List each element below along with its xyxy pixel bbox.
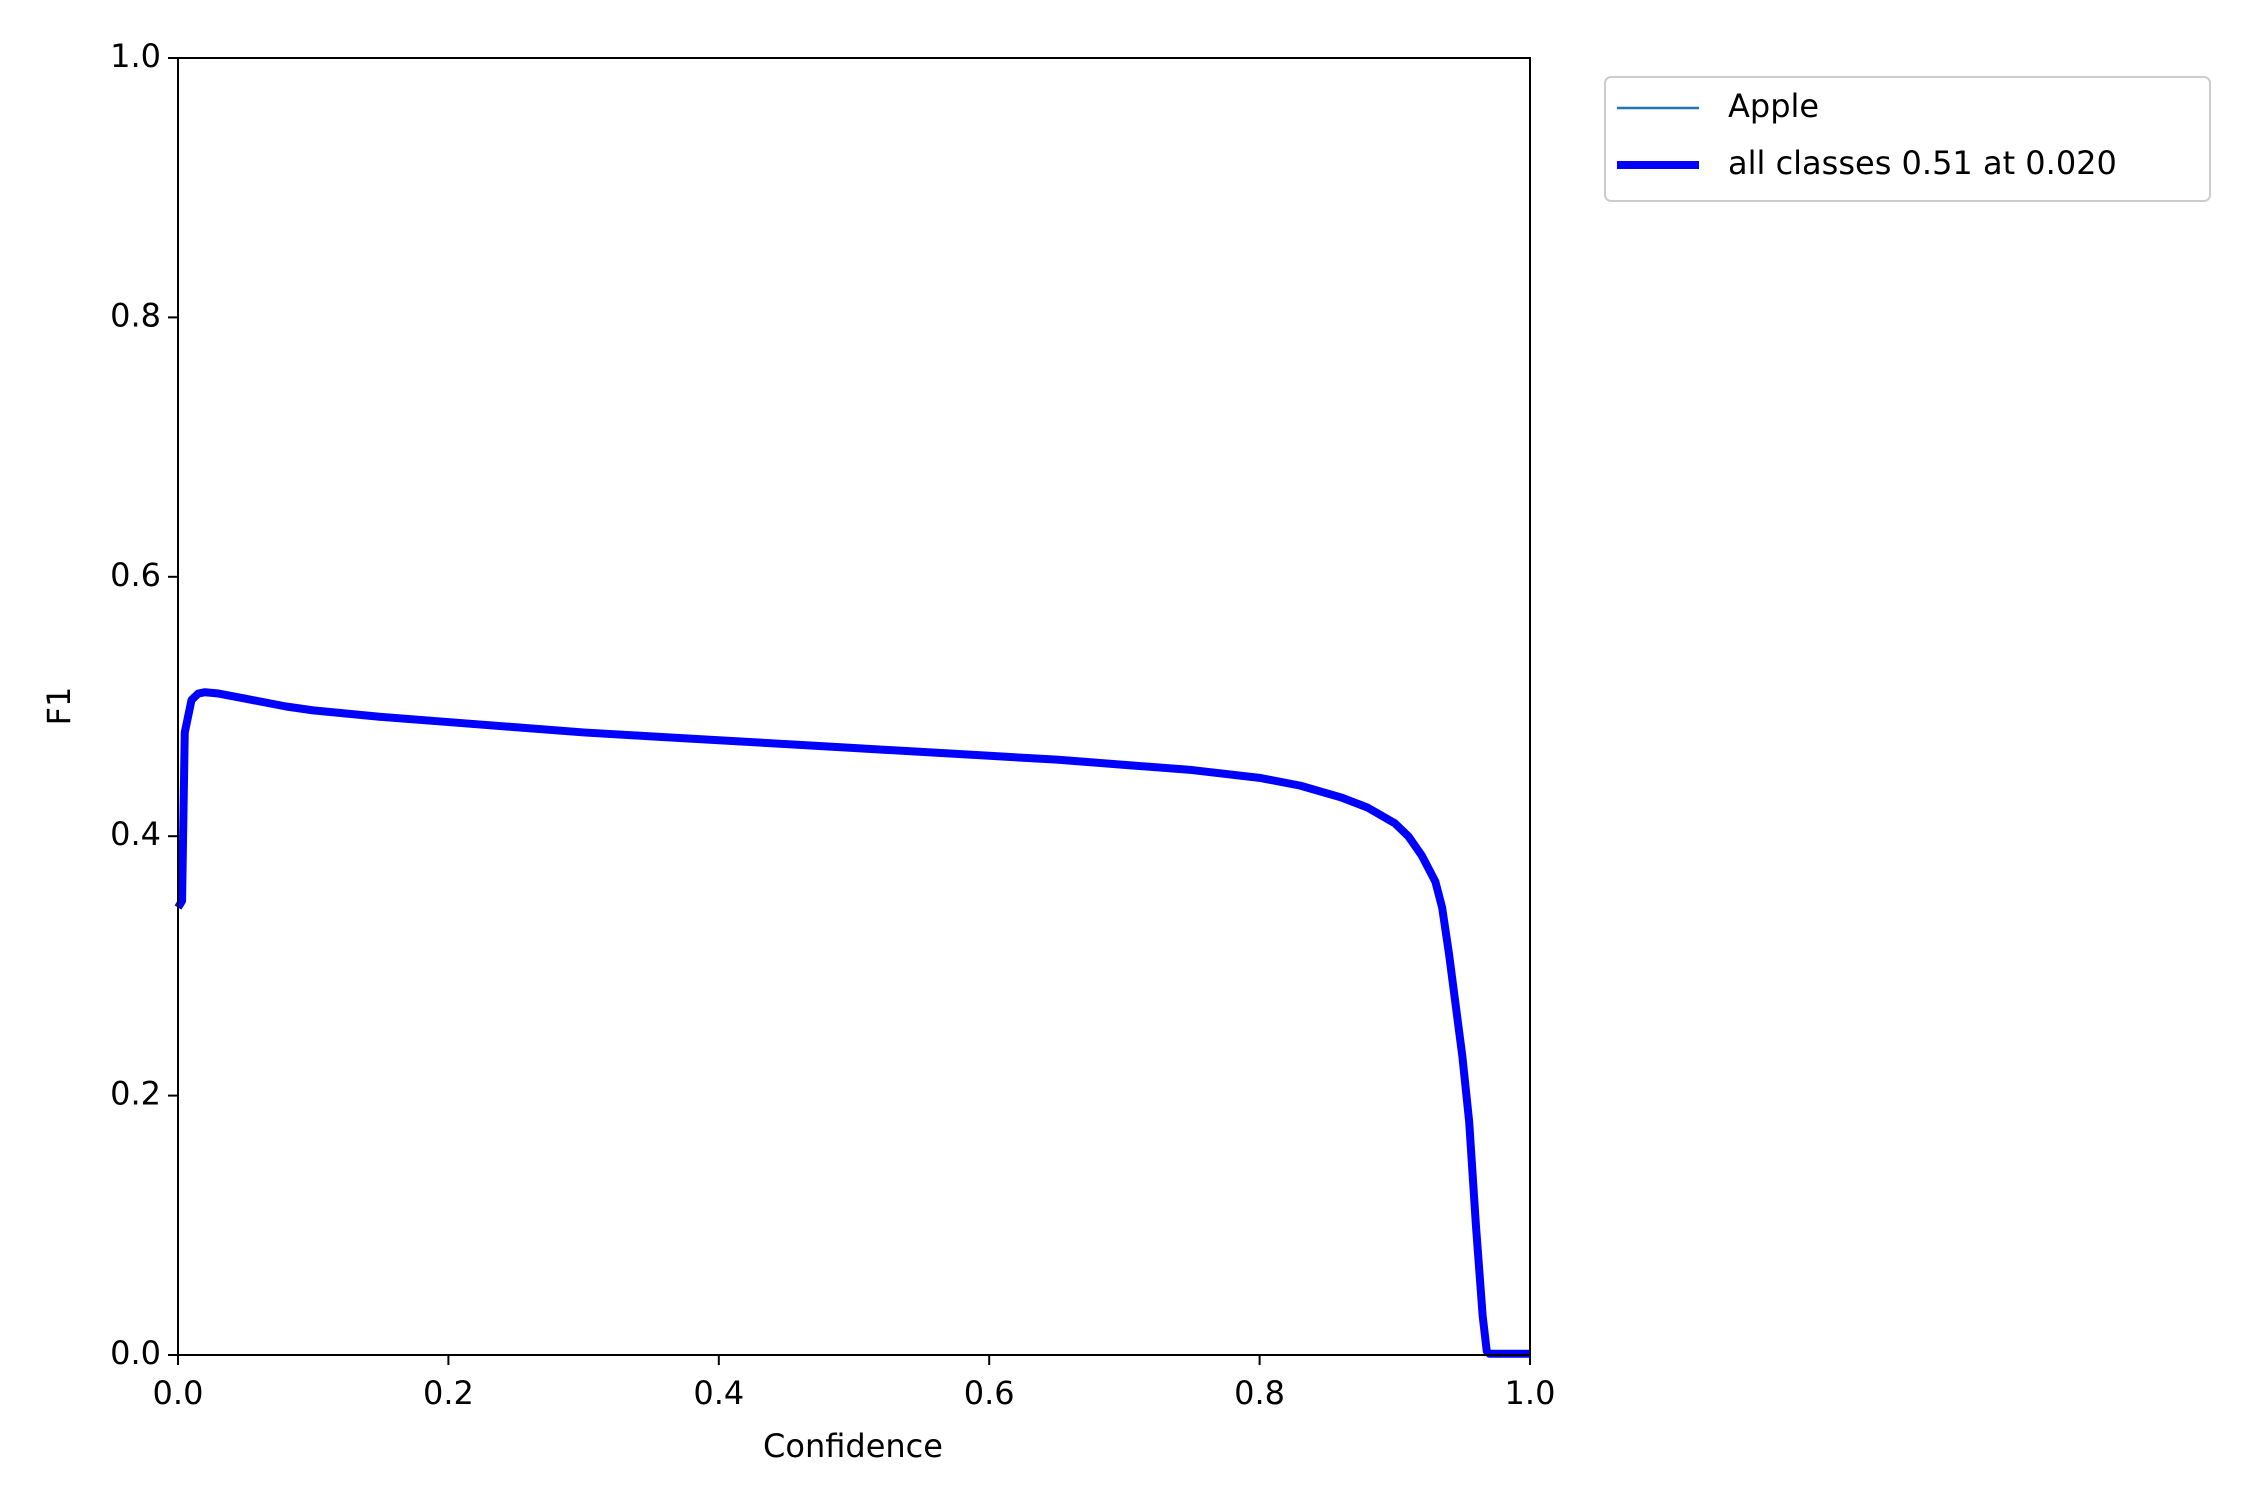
x-tick-label: 0.4	[693, 1374, 744, 1412]
series-line	[174, 688, 1530, 1358]
legend-label: Apple	[1728, 87, 1819, 125]
y-tick-label: 0.2	[110, 1075, 161, 1113]
y-tick-label: 1.0	[110, 37, 161, 75]
x-tick-label: 0.0	[153, 1374, 204, 1412]
y-tick-label: 0.8	[110, 296, 161, 334]
plot-frame	[177, 57, 1531, 1356]
x-tick-label: 1.0	[1505, 1374, 1556, 1412]
y-tick-label: 0.0	[110, 1334, 161, 1372]
x-axis-label: Confidence	[763, 1427, 943, 1465]
legend-label: all classes 0.51 at 0.020	[1728, 144, 2117, 182]
x-tick-label: 0.6	[964, 1374, 1015, 1412]
y-tick-label: 0.6	[110, 556, 161, 594]
y-axis-label: F1	[40, 687, 78, 726]
y-tick-label: 0.4	[110, 815, 161, 853]
x-tick-label: 0.2	[423, 1374, 474, 1412]
legend-box	[1604, 76, 2211, 202]
x-tick-label: 0.8	[1234, 1374, 1285, 1412]
